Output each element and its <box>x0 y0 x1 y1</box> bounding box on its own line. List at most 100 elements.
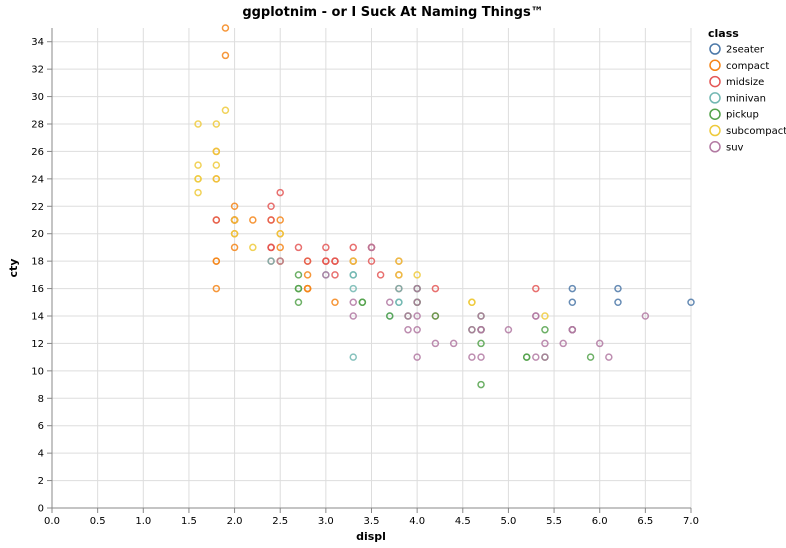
legend-label-subcompact: subcompact <box>726 126 786 137</box>
point-midsize <box>322 257 330 265</box>
chart-title: ggplotnim - or I Suck At Naming Things™ <box>242 5 543 20</box>
point-suv <box>477 312 485 320</box>
point-subcompact <box>541 312 549 320</box>
point-midsize <box>322 243 330 252</box>
point-minivan <box>395 284 403 293</box>
point-midsize <box>303 257 312 265</box>
x-tick-label: 0.5 <box>90 516 106 527</box>
x-tick-label: 3.5 <box>364 516 380 527</box>
point-subcompact <box>395 271 403 279</box>
point-subcompact <box>276 229 284 238</box>
y-tick-label: 34 <box>31 37 44 48</box>
point-suv <box>541 353 549 361</box>
point-suv <box>276 257 284 265</box>
axes: 0.0 0.5 1.0 1.5 2.0 2.5 3.0 3.5 4.0 4.5 5.0 5.5 6.0 6… <box>31 28 699 527</box>
point-midsize <box>212 216 221 224</box>
point-midsize <box>267 243 275 252</box>
point-suv <box>641 312 650 320</box>
y-tick-label: 6 <box>38 421 44 432</box>
point-midsize <box>267 216 275 224</box>
point-subcompact <box>349 257 357 265</box>
point-2seater <box>614 284 622 293</box>
point-suv <box>413 353 421 361</box>
point-midsize <box>532 284 540 293</box>
y-tick-label: 14 <box>31 312 44 323</box>
point-subcompact <box>194 120 202 128</box>
point-suv <box>541 339 549 348</box>
x-tick-label: 3.0 <box>318 516 334 527</box>
point-subcompact <box>468 298 476 307</box>
legend-label-2seater: 2seater <box>726 45 765 56</box>
point-compact <box>221 24 230 32</box>
point-subcompact <box>413 271 421 279</box>
legend-symbol-compact <box>709 59 721 72</box>
legend-symbol-midsize <box>709 75 721 88</box>
point-suv <box>404 325 412 334</box>
x-tick-label: 1.0 <box>135 516 151 527</box>
point-pickup <box>477 339 485 348</box>
point-minivan <box>349 271 357 279</box>
point-subcompact <box>212 147 221 156</box>
point-suv <box>322 271 330 279</box>
legend-title: class <box>708 27 739 40</box>
y-tick-label: 2 <box>38 476 44 487</box>
legend-label-suv: suv <box>726 142 744 153</box>
point-suv <box>468 353 476 361</box>
x-tick-label: 1.5 <box>181 516 197 527</box>
point-subcompact <box>230 216 239 224</box>
point-pickup <box>477 380 485 389</box>
point-suv <box>413 312 421 320</box>
point-compact <box>212 257 221 265</box>
y-tick-label: 8 <box>38 394 44 405</box>
legend-symbol-2seater <box>709 43 721 55</box>
point-2seater <box>568 284 577 293</box>
point-pickup <box>541 325 549 334</box>
point-pickup <box>358 298 367 307</box>
legend-label-compact: compact <box>726 61 769 72</box>
point-compact <box>303 271 312 279</box>
point-subcompact <box>194 188 202 197</box>
point-compact <box>230 202 239 211</box>
point-suv <box>468 325 476 334</box>
y-tick-label: 32 <box>31 65 44 76</box>
point-subcompact <box>221 106 230 115</box>
point-subcompact <box>212 161 221 169</box>
point-suv <box>568 325 577 334</box>
point-compact <box>249 216 257 224</box>
point-pickup <box>294 298 303 307</box>
point-suv <box>349 298 357 307</box>
point-midsize <box>267 202 275 211</box>
point-suv <box>449 339 458 348</box>
x-tick-label: 2.0 <box>227 516 243 527</box>
point-minivan <box>349 284 357 293</box>
y-tick-label: 22 <box>31 202 44 213</box>
point-suv <box>477 325 485 334</box>
point-suv <box>532 353 540 361</box>
point-suv <box>386 298 394 307</box>
y-tick-label: 12 <box>31 339 44 350</box>
point-subcompact <box>212 120 221 128</box>
point-compact <box>276 216 284 224</box>
legend-symbol-subcompact <box>709 124 721 137</box>
y-tick-label: 18 <box>31 257 44 268</box>
point-minivan <box>349 353 357 361</box>
legend-label-minivan: minivan <box>726 93 766 104</box>
legend-label-midsize: midsize <box>726 77 764 88</box>
legend-symbol-pickup <box>709 108 721 120</box>
y-tick-label: 30 <box>31 92 44 103</box>
point-subcompact <box>194 175 202 183</box>
point-suv <box>504 325 513 334</box>
point-subcompact <box>194 161 202 169</box>
y-tick-label: 10 <box>31 366 44 377</box>
point-suv <box>532 312 540 320</box>
point-midsize <box>276 188 284 197</box>
point-midsize <box>376 271 385 279</box>
point-pickup <box>386 312 394 320</box>
point-2seater <box>568 298 577 307</box>
point-pickup <box>294 284 303 293</box>
point-compact <box>331 298 339 307</box>
point-midsize <box>331 271 339 279</box>
x-tick-label: 4.0 <box>409 516 425 527</box>
grid <box>51 28 692 509</box>
